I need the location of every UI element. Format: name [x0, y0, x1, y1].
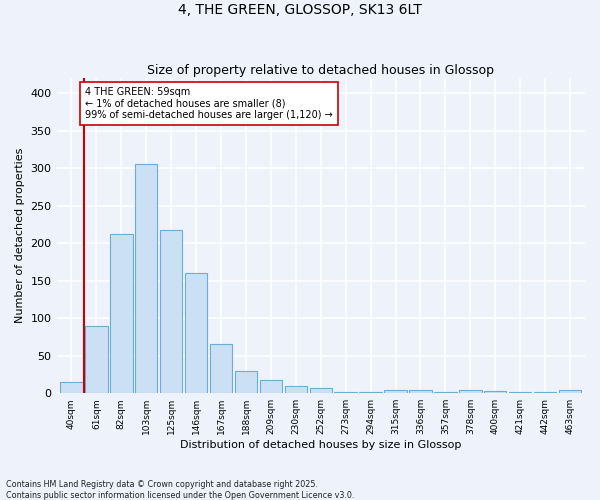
Text: Contains HM Land Registry data © Crown copyright and database right 2025.
Contai: Contains HM Land Registry data © Crown c… — [6, 480, 355, 500]
Text: 4 THE GREEN: 59sqm
← 1% of detached houses are smaller (8)
99% of semi-detached : 4 THE GREEN: 59sqm ← 1% of detached hous… — [85, 87, 333, 120]
Bar — [185, 273, 208, 393]
Title: Size of property relative to detached houses in Glossop: Size of property relative to detached ho… — [147, 64, 494, 77]
Bar — [509, 392, 532, 393]
X-axis label: Distribution of detached houses by size in Glossop: Distribution of detached houses by size … — [180, 440, 461, 450]
Bar — [135, 164, 157, 393]
Bar — [160, 230, 182, 393]
Bar — [385, 390, 407, 393]
Bar — [284, 386, 307, 393]
Bar — [334, 392, 357, 393]
Y-axis label: Number of detached properties: Number of detached properties — [15, 148, 25, 324]
Bar — [434, 392, 457, 393]
Bar — [60, 382, 83, 393]
Bar — [534, 392, 556, 393]
Bar — [559, 390, 581, 393]
Bar — [210, 344, 232, 393]
Text: 4, THE GREEN, GLOSSOP, SK13 6LT: 4, THE GREEN, GLOSSOP, SK13 6LT — [178, 2, 422, 16]
Bar — [235, 370, 257, 393]
Bar — [359, 392, 382, 393]
Bar — [484, 391, 506, 393]
Bar — [310, 388, 332, 393]
Bar — [85, 326, 107, 393]
Bar — [260, 380, 282, 393]
Bar — [409, 390, 431, 393]
Bar — [110, 234, 133, 393]
Bar — [459, 390, 482, 393]
